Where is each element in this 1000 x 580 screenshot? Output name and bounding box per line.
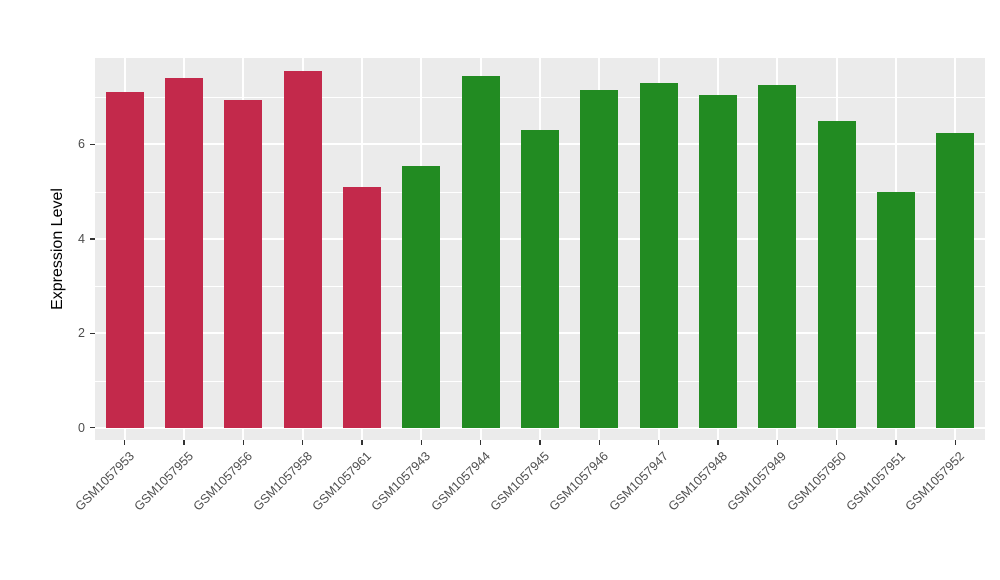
bar-GSM1057947 xyxy=(639,83,678,428)
x-tick-label: GSM1057956 xyxy=(190,449,256,514)
y-tick-mark xyxy=(90,426,95,429)
y-tick-mark xyxy=(90,143,95,146)
x-tick-mark xyxy=(717,440,719,445)
x-tick-label: GSM1057948 xyxy=(665,449,730,514)
x-tick-label: GSM1057958 xyxy=(250,449,315,514)
x-tick-label: GSM1057952 xyxy=(902,449,968,514)
bar-GSM1057961 xyxy=(343,186,381,428)
bar-GSM1057944 xyxy=(461,75,500,428)
bar-GSM1057958 xyxy=(283,71,322,428)
x-tick-mark xyxy=(361,440,363,445)
bar-GSM1057946 xyxy=(580,90,619,428)
y-tick-label: 6 xyxy=(78,137,85,152)
x-tick-mark xyxy=(183,440,185,445)
x-tick-label: GSM1057949 xyxy=(724,449,790,514)
x-tick-mark xyxy=(954,440,957,445)
x-tick-mark xyxy=(242,440,245,445)
y-tick-mark xyxy=(90,238,95,240)
x-tick-mark xyxy=(895,440,897,445)
bar-GSM1057953 xyxy=(105,92,144,428)
bar-GSM1057948 xyxy=(699,94,737,428)
x-tick-label: GSM1057961 xyxy=(309,449,374,514)
bar-GSM1057945 xyxy=(521,130,559,428)
x-tick-mark xyxy=(301,440,304,445)
bar-GSM1057955 xyxy=(165,78,203,428)
x-tick-label: GSM1057950 xyxy=(784,449,849,514)
x-tick-mark xyxy=(420,440,423,445)
x-tick-label: GSM1057951 xyxy=(843,449,908,514)
x-tick-label: GSM1057944 xyxy=(428,449,493,514)
bar-GSM1057943 xyxy=(402,165,441,428)
bar-GSM1057950 xyxy=(817,120,856,428)
y-tick-label: 2 xyxy=(78,326,85,341)
bar-GSM1057956 xyxy=(224,99,263,428)
x-tick-mark xyxy=(479,440,482,445)
x-tick-mark xyxy=(776,440,779,445)
x-tick-label: GSM1057955 xyxy=(131,449,196,514)
bar-GSM1057949 xyxy=(758,85,797,428)
x-tick-mark xyxy=(539,440,541,445)
x-tick-mark xyxy=(657,440,660,445)
x-tick-label: GSM1057945 xyxy=(487,449,552,514)
bar-GSM1057951 xyxy=(877,191,915,428)
x-tick-label: GSM1057943 xyxy=(368,449,434,514)
x-tick-mark xyxy=(123,440,126,445)
y-tick-mark xyxy=(90,332,95,335)
x-tick-label: GSM1057953 xyxy=(72,449,137,514)
plot-panel xyxy=(95,58,985,440)
x-tick-label: GSM1057946 xyxy=(546,449,612,514)
y-tick-label: 0 xyxy=(78,420,85,435)
x-tick-label: GSM1057947 xyxy=(606,449,671,514)
y-axis-title: Expression Level xyxy=(49,188,66,310)
bar-GSM1057952 xyxy=(936,132,975,428)
x-tick-mark xyxy=(835,440,838,445)
x-tick-mark xyxy=(598,440,601,445)
y-tick-label: 4 xyxy=(78,231,85,246)
